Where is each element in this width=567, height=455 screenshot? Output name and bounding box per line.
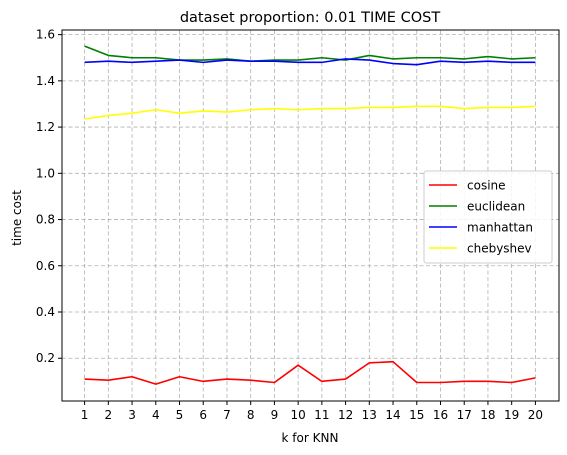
x-axis-label: k for KNN	[282, 431, 339, 445]
series-line-manhattan	[84, 58, 536, 66]
y-tick-label: 1.2	[36, 120, 55, 134]
legend-label-euclidean: euclidean	[467, 200, 525, 214]
legend: cosine euclidean manhattan chebyshev	[423, 170, 553, 264]
x-tick-label: 15	[409, 408, 424, 422]
legend-label-chebyshev: chebyshev	[467, 242, 532, 256]
x-tick-label: 18	[480, 408, 495, 422]
x-tick-label: 12	[338, 408, 353, 422]
x-tick-label: 13	[362, 408, 377, 422]
x-tick-label: 10	[290, 408, 305, 422]
y-tick-label: 0.4	[36, 305, 55, 319]
series-line-cosine	[84, 360, 536, 385]
x-tick-label: 7	[223, 408, 231, 422]
y-tick-label: 0.8	[36, 213, 55, 227]
x-tick-label: 5	[176, 408, 184, 422]
y-tick-label: 1.0	[36, 166, 55, 180]
legend-label-cosine: cosine	[467, 179, 506, 193]
legend-box	[423, 170, 553, 264]
chart-title: dataset proportion: 0.01 TIME COST	[180, 10, 441, 26]
x-tick-label: 2	[105, 408, 113, 422]
x-tick-label: 3	[128, 408, 136, 422]
y-tick-label: 0.6	[36, 259, 55, 273]
x-tick-label: 17	[457, 408, 472, 422]
x-tick-label: 11	[314, 408, 329, 422]
x-tick-label: 6	[199, 408, 207, 422]
series-line-chebyshev	[84, 105, 536, 120]
x-tick-label: 16	[433, 408, 448, 422]
x-tick-label: 4	[152, 408, 160, 422]
y-tick-label: 1.6	[36, 28, 55, 42]
legend-label-manhattan: manhattan	[467, 221, 533, 235]
y-tick-label: 1.4	[36, 74, 55, 88]
x-tick-label: 20	[528, 408, 543, 422]
y-tick-label: 0.2	[36, 351, 55, 365]
x-tick-label: 1	[81, 408, 89, 422]
plot-frame	[61, 29, 560, 402]
axis-ticks: 1 2 3 4 5 6 7 8 9 10 11 12 13 14 15 16 17 18 19 200.20.40.6…	[36, 28, 543, 422]
x-tick-label: 19	[504, 408, 519, 422]
x-tick-label: 8	[247, 408, 255, 422]
series-lines	[84, 45, 536, 385]
y-axis-label: time cost	[10, 190, 24, 246]
series-line-euclidean	[84, 45, 536, 63]
x-tick-label: 14	[385, 408, 400, 422]
x-tick-label: 9	[271, 408, 279, 422]
